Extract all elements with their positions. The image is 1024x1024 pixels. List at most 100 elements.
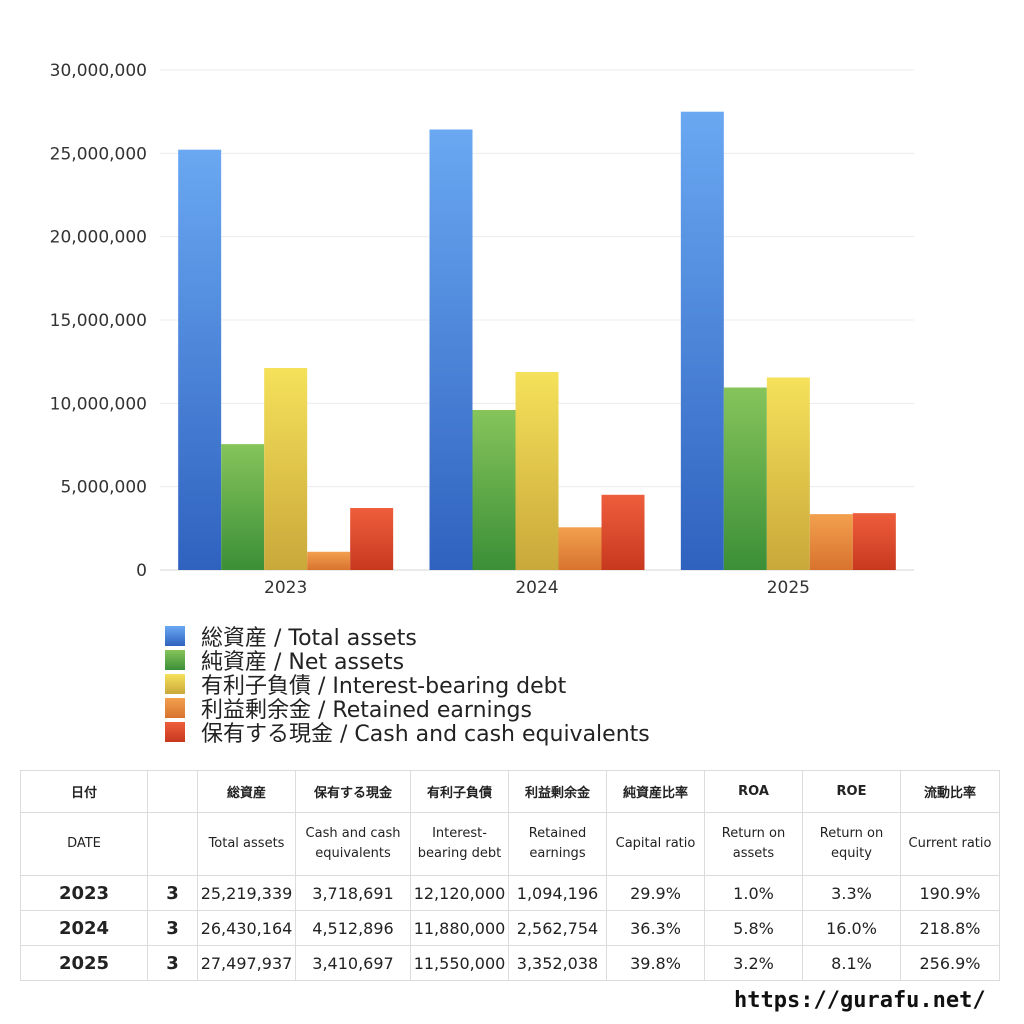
legend-label: 有利子負債 / Interest-bearing debt	[201, 674, 567, 699]
bar	[766, 377, 810, 570]
y-tick-label: 5,000,000	[60, 478, 147, 498]
table-row: 2025 3 27,497,937 3,410,697 11,550,000 3…	[20, 945, 1000, 981]
x-tick-label: 2023	[264, 578, 307, 598]
table-cell-month: 3	[147, 875, 198, 911]
table-row: 2023 3 25,219,339 3,718,691 12,120,000 1…	[20, 875, 1000, 911]
bar	[178, 149, 222, 571]
table-cell: 4,512,896	[295, 910, 411, 946]
table-row: 2024 3 26,430,164 4,512,896 11,880,000 2…	[20, 910, 1000, 946]
table-cell: 3,718,691	[295, 875, 411, 911]
bar	[723, 387, 767, 570]
bar	[307, 551, 351, 570]
financial-table: 日付 総資産 保有する現金 有利子負債 利益剰余金 純資産比率 ROA ROE …	[20, 770, 1000, 981]
x-tick-label: 2025	[767, 578, 810, 598]
table-cell: 218.8%	[900, 910, 1000, 946]
bar	[809, 514, 853, 570]
table-cell: 3.3%	[802, 875, 901, 911]
table-header-cell: Return on assets	[704, 812, 803, 876]
table-header-cell: Capital ratio	[606, 812, 705, 876]
table-cell: 190.9%	[900, 875, 1000, 911]
bar	[221, 444, 265, 570]
table-header-cell: 有利子負債	[410, 770, 509, 813]
table-header-cell: 純資産比率	[606, 770, 705, 813]
table-cell: 12,120,000	[410, 875, 509, 911]
legend-item-total-assets: 総資産 / Total assets	[165, 624, 650, 651]
table-cell: 11,550,000	[410, 945, 509, 981]
legend-item-cash: 保有する現金 / Cash and cash equivalents	[165, 720, 650, 747]
bar	[601, 494, 645, 570]
legend-label: 純資産 / Net assets	[201, 650, 405, 675]
table-header-cell: Cash and cash equivalents	[295, 812, 411, 876]
legend-label: 利益剰余金 / Retained earnings	[201, 698, 532, 723]
table-cell: 3,410,697	[295, 945, 411, 981]
table-header-cell: Interest-bearing debt	[410, 812, 509, 876]
table-cell: 36.3%	[606, 910, 705, 946]
bar	[264, 368, 308, 570]
y-axis-ticks: 0 5,000,000 10,000,000 15,000,000 20,000,000…	[50, 61, 147, 581]
bar	[429, 129, 473, 571]
legend-swatch	[165, 626, 185, 646]
table-cell: 25,219,339	[197, 875, 296, 911]
table-cell: 29.9%	[606, 875, 705, 911]
y-tick-label: 20,000,000	[50, 228, 147, 248]
table-header-ja: 日付 総資産 保有する現金 有利子負債 利益剰余金 純資産比率 ROA ROE …	[20, 770, 1000, 813]
table-header-cell: Retained earnings	[508, 812, 607, 876]
legend-swatch	[165, 650, 185, 670]
table-cell: 256.9%	[900, 945, 1000, 981]
table-header-cell: Return on equity	[802, 812, 901, 876]
table-cell: 3.2%	[704, 945, 803, 981]
y-tick-label: 15,000,000	[50, 311, 147, 331]
table-header-cell: 日付	[20, 770, 148, 813]
table-cell: 1.0%	[704, 875, 803, 911]
table-header-cell	[147, 770, 198, 813]
table-header-cell: 流動比率	[900, 770, 1000, 813]
table-cell-month: 3	[147, 910, 198, 946]
table-cell: 5.8%	[704, 910, 803, 946]
table-cell: 2,562,754	[508, 910, 607, 946]
legend-label: 保有する現金 / Cash and cash equivalents	[201, 722, 650, 747]
table-cell-month: 3	[147, 945, 198, 981]
table-cell: 1,094,196	[508, 875, 607, 911]
y-tick-label: 10,000,000	[50, 394, 147, 414]
table-header-cell: ROA	[704, 770, 803, 813]
site-url: https://gurafu.net/	[734, 988, 986, 1013]
table-cell: 8.1%	[802, 945, 901, 981]
bar	[350, 508, 394, 570]
y-tick-label: 25,000,000	[50, 144, 147, 164]
bar	[472, 410, 516, 570]
legend: 総資産 / Total assets 純資産 / Net assets 有利子負…	[165, 624, 650, 747]
table-header-cell: 利益剰余金	[508, 770, 607, 813]
bar	[515, 372, 559, 570]
table-cell-year: 2024	[20, 910, 148, 946]
legend-swatch	[165, 698, 185, 718]
legend-item-retained-earnings: 利益剰余金 / Retained earnings	[165, 696, 650, 723]
table-header-en: DATE Total assets Cash and cash equivale…	[20, 812, 1000, 876]
table-cell: 27,497,937	[197, 945, 296, 981]
y-tick-label: 0	[136, 561, 147, 581]
bars	[178, 111, 896, 571]
x-tick-label: 2024	[515, 578, 558, 598]
bar-chart: 0 5,000,000 10,000,000 15,000,000 20,000,000…	[50, 61, 914, 598]
y-tick-label: 30,000,000	[50, 61, 147, 81]
table-cell: 11,880,000	[410, 910, 509, 946]
legend-swatch	[165, 674, 185, 694]
table-header-cell	[147, 812, 198, 876]
legend-item-net-assets: 純資産 / Net assets	[165, 648, 650, 675]
table-header-cell: Total assets	[197, 812, 296, 876]
table-header-cell: 総資産	[197, 770, 296, 813]
table-cell-year: 2025	[20, 945, 148, 981]
legend-label: 総資産 / Total assets	[201, 626, 417, 651]
table-cell: 16.0%	[802, 910, 901, 946]
table-cell: 26,430,164	[197, 910, 296, 946]
bar	[558, 527, 602, 570]
table-cell: 3,352,038	[508, 945, 607, 981]
table-header-cell: ROE	[802, 770, 901, 813]
table-header-cell: Current ratio	[900, 812, 1000, 876]
legend-item-interest-bearing-debt: 有利子負債 / Interest-bearing debt	[165, 672, 650, 699]
legend-swatch	[165, 722, 185, 742]
table-cell-year: 2023	[20, 875, 148, 911]
x-axis-ticks: 2023 2024 2025	[264, 578, 810, 598]
bar	[852, 513, 896, 570]
bar	[680, 111, 724, 570]
table-header-cell: DATE	[20, 812, 148, 876]
